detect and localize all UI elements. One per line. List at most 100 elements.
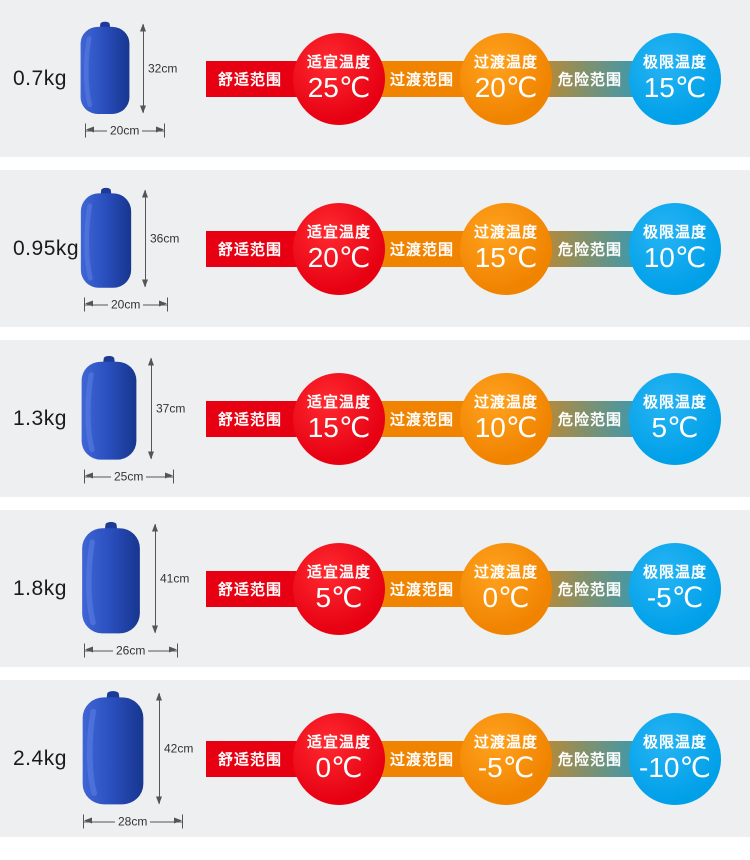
extreme-temp-value: 15℃ <box>643 72 707 104</box>
bag-width-label: 20cm <box>107 123 143 137</box>
sleeping-bag-graphic <box>81 355 137 460</box>
suitable-temp-badge: 适宜温度 25℃ <box>293 32 385 125</box>
extreme-temp-title: 极限温度 <box>642 393 707 411</box>
bag-width-label: 26cm <box>113 643 149 657</box>
transition-range-label: 过渡范围 <box>389 581 454 598</box>
bag-width-label: 28cm <box>115 814 151 828</box>
bag-width-label: 20cm <box>108 297 144 311</box>
danger-range-label: 危险范围 <box>557 751 622 768</box>
suitable-temp-value: 0℃ <box>315 752 363 784</box>
bag-dimensions: 36cm 20cm <box>72 186 179 311</box>
comfort-range-label: 舒适范围 <box>217 241 282 258</box>
transition-range-label: 过渡范围 <box>389 241 454 258</box>
danger-range-label: 危险范围 <box>557 581 622 598</box>
extreme-temp-title: 极限温度 <box>642 563 707 581</box>
width-dimension-arrow-icon: 20cm <box>83 297 168 311</box>
suitable-temp-title: 适宜温度 <box>306 393 371 411</box>
suitable-temp-value: 15℃ <box>307 412 371 444</box>
transition-temp-title: 过渡温度 <box>473 733 538 751</box>
transition-temp-value: -5℃ <box>477 752 535 784</box>
sleeping-bag-graphic <box>80 21 130 114</box>
height-dimension-arrow-icon <box>155 692 162 804</box>
height-dimension-arrow-icon <box>151 523 158 633</box>
comfort-range-label: 舒适范围 <box>217 71 282 88</box>
comfort-range-label: 舒适范围 <box>217 411 282 428</box>
temperature-scale: 舒适范围 过渡范围 危险范围 适宜温度 15℃ 过渡温度 10℃ 极限温度 5℃ <box>206 340 724 497</box>
extreme-temp-value: 10℃ <box>643 242 707 274</box>
temperature-ribbon <box>206 740 686 777</box>
sleeping-bag-graphic <box>82 521 140 633</box>
product-row: 1.8kg 41cm 26cm 舒适范围 过 <box>0 510 750 667</box>
bag-height-label: 36cm <box>150 231 180 245</box>
extreme-temp-badge: 极限温度 15℃ <box>629 32 721 125</box>
transition-temp-value: 0℃ <box>482 582 530 614</box>
transition-temp-badge: 过渡温度 15℃ <box>460 202 552 295</box>
comfort-range-label: 舒适范围 <box>217 581 282 598</box>
extreme-temp-title: 极限温度 <box>642 53 707 71</box>
sleeping-bag-graphic <box>82 690 144 804</box>
weight-label: 0.95kg <box>13 236 80 260</box>
suitable-temp-value: 20℃ <box>307 242 371 274</box>
bag-dimensions: 42cm 28cm <box>72 689 193 828</box>
width-dimension-arrow-icon: 26cm <box>83 643 178 657</box>
bag-width-label: 25cm <box>111 469 147 483</box>
temperature-scale: 舒适范围 过渡范围 危险范围 适宜温度 5℃ 过渡温度 0℃ 极限温度 -5℃ <box>206 510 724 667</box>
product-row: 2.4kg 42cm 28cm 舒适范围 过 <box>0 680 750 837</box>
bag-height-label: 41cm <box>160 571 190 585</box>
suitable-temp-title: 适宜温度 <box>306 223 371 241</box>
transition-temp-title: 过渡温度 <box>473 563 538 581</box>
width-dimension-arrow-icon: 25cm <box>83 469 174 483</box>
extreme-temp-title: 极限温度 <box>642 733 707 751</box>
bag-dimensions: 37cm 25cm <box>72 354 185 483</box>
temperature-scale: 舒适范围 过渡范围 危险范围 适宜温度 25℃ 过渡温度 20℃ 极限温度 15… <box>206 0 724 157</box>
bag-height-label: 42cm <box>164 741 194 755</box>
danger-range-label: 危险范围 <box>557 241 622 258</box>
transition-range-label: 过渡范围 <box>389 411 454 428</box>
danger-range-label: 危险范围 <box>557 411 622 428</box>
temperature-ribbon <box>206 400 686 437</box>
height-dimension-arrow-icon <box>141 189 148 287</box>
danger-range-label: 危险范围 <box>557 71 622 88</box>
temperature-ribbon <box>206 230 686 267</box>
transition-temp-title: 过渡温度 <box>473 53 538 71</box>
transition-temp-title: 过渡温度 <box>473 223 538 241</box>
transition-temp-title: 过渡温度 <box>473 393 538 411</box>
temperature-ribbon <box>206 60 686 97</box>
extreme-temp-badge: 极限温度 10℃ <box>629 202 721 295</box>
suitable-temp-badge: 适宜温度 5℃ <box>293 542 385 635</box>
height-dimension-arrow-icon <box>139 23 146 113</box>
bag-dimensions: 41cm 26cm <box>72 520 189 657</box>
temperature-ribbon <box>206 570 686 607</box>
transition-temp-value: 15℃ <box>474 242 538 274</box>
extreme-temp-value: 5℃ <box>651 412 699 444</box>
suitable-temp-title: 适宜温度 <box>306 733 371 751</box>
extreme-temp-badge: 极限温度 -10℃ <box>629 712 721 805</box>
extreme-temp-value: -10℃ <box>639 752 711 784</box>
suitable-temp-value: 5℃ <box>315 582 363 614</box>
sleeping-bag-graphic <box>80 187 132 288</box>
transition-temp-badge: 过渡温度 0℃ <box>460 542 552 635</box>
transition-range-label: 过渡范围 <box>389 71 454 88</box>
transition-range-label: 过渡范围 <box>389 751 454 768</box>
suitable-temp-badge: 适宜温度 20℃ <box>293 202 385 295</box>
temperature-scale: 舒适范围 过渡范围 危险范围 适宜温度 0℃ 过渡温度 -5℃ 极限温度 -10… <box>206 680 724 837</box>
weight-label: 0.7kg <box>13 66 67 90</box>
transition-temp-value: 10℃ <box>474 412 538 444</box>
width-dimension-arrow-icon: 28cm <box>82 814 183 828</box>
weight-label: 1.3kg <box>13 406 67 430</box>
extreme-temp-badge: 极限温度 -5℃ <box>629 542 721 635</box>
bag-height-label: 37cm <box>156 401 186 415</box>
transition-temp-badge: 过渡温度 10℃ <box>460 372 552 465</box>
suitable-temp-title: 适宜温度 <box>306 563 371 581</box>
transition-temp-value: 20℃ <box>474 72 538 104</box>
bag-dimensions: 32cm 20cm <box>72 20 177 137</box>
suitable-temp-badge: 适宜温度 0℃ <box>293 712 385 805</box>
transition-temp-badge: 过渡温度 -5℃ <box>460 712 552 805</box>
height-dimension-arrow-icon <box>147 357 154 459</box>
weight-label: 2.4kg <box>13 746 67 770</box>
weight-label: 1.8kg <box>13 576 67 600</box>
suitable-temp-badge: 适宜温度 15℃ <box>293 372 385 465</box>
extreme-temp-title: 极限温度 <box>642 223 707 241</box>
temperature-scale: 舒适范围 过渡范围 危险范围 适宜温度 20℃ 过渡温度 15℃ 极限温度 10… <box>206 170 724 327</box>
